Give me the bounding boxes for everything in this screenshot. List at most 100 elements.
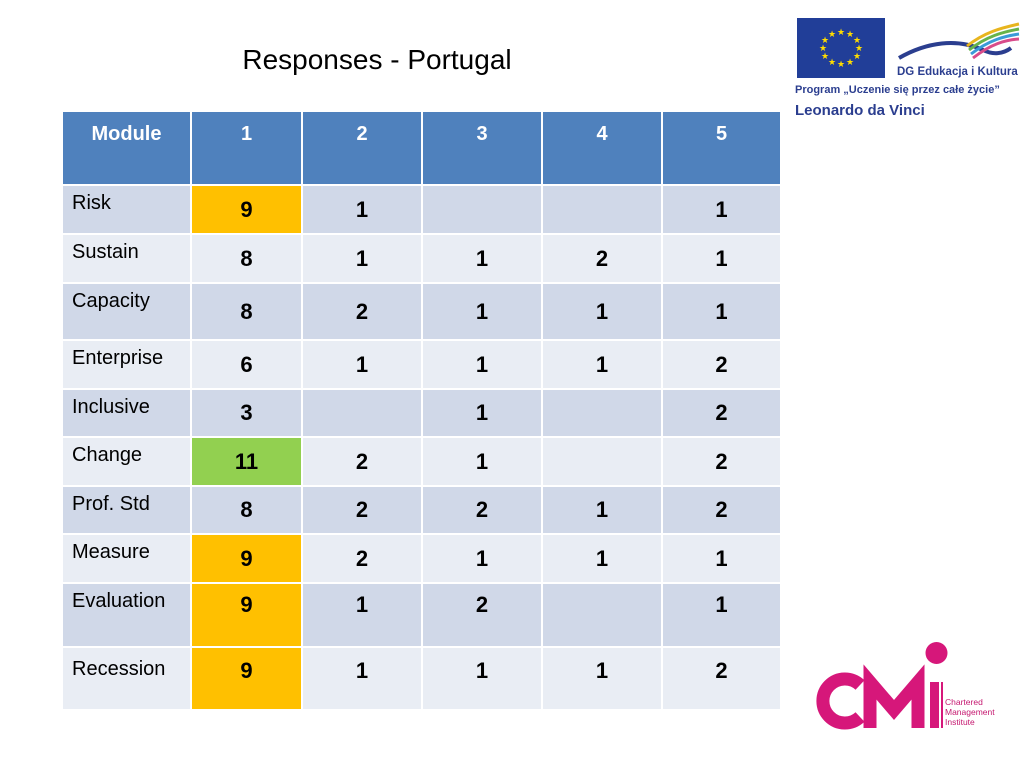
- value-cell: 1: [541, 339, 663, 390]
- value-cell: 2: [421, 485, 543, 535]
- value-cell: 3: [190, 388, 303, 438]
- value-cell: 9: [190, 582, 303, 648]
- svg-text:★: ★: [821, 36, 829, 46]
- cmi-subtitle-line: Chartered: [945, 697, 983, 707]
- value-cell: [541, 184, 663, 235]
- cmi-subtitle-line: Institute: [945, 717, 975, 727]
- value-cell: 2: [661, 339, 782, 390]
- value-cell: 2: [661, 436, 782, 487]
- table-row: Inclusive 3 1 2: [61, 388, 782, 438]
- slide-title: Responses - Portugal: [242, 44, 512, 75]
- svg-text:★: ★: [837, 28, 845, 38]
- svg-text:★: ★: [828, 58, 836, 68]
- value-cell: 1: [541, 533, 663, 584]
- value-cell: 1: [301, 582, 423, 648]
- value-cell: 8: [190, 282, 303, 341]
- header-col-5: 5: [661, 110, 782, 186]
- value-cell: 1: [301, 233, 423, 284]
- llp-swoosh-icon: [898, 22, 1020, 60]
- value-cell: 1: [661, 233, 782, 284]
- value-cell: 1: [421, 646, 543, 711]
- value-cell: 2: [421, 582, 543, 648]
- svg-text:★: ★: [846, 58, 854, 68]
- value-cell: [541, 582, 663, 648]
- responses-table: Module 1 2 3 4 5 Risk 9 1 1 Sustain 8 1 …: [61, 110, 782, 711]
- value-cell: 1: [661, 533, 782, 584]
- value-cell: 1: [661, 282, 782, 341]
- value-cell: [541, 436, 663, 487]
- eu-flag-icon: ★ ★ ★ ★ ★ ★ ★ ★ ★ ★ ★ ★: [797, 18, 885, 78]
- svg-text:★: ★: [821, 52, 829, 62]
- value-cell: 2: [661, 646, 782, 711]
- module-name: Enterprise: [61, 339, 192, 390]
- value-cell: 2: [301, 282, 423, 341]
- svg-text:★: ★: [846, 30, 854, 40]
- leonardo-text: Leonardo da Vinci: [795, 102, 925, 119]
- module-name: Capacity: [61, 282, 192, 341]
- value-cell: 11: [190, 436, 303, 487]
- value-cell: [541, 388, 663, 438]
- cmi-subtitle: Chartered Management Institute: [945, 697, 995, 727]
- table-row: Evaluation 9 1 2 1: [61, 582, 782, 648]
- table-row: Measure 9 2 1 1 1: [61, 533, 782, 584]
- value-cell: 2: [661, 388, 782, 438]
- value-cell: 2: [301, 485, 423, 535]
- value-cell: 1: [541, 282, 663, 341]
- svg-text:★: ★: [819, 44, 827, 54]
- value-cell: 1: [661, 184, 782, 235]
- value-cell: 1: [541, 485, 663, 535]
- eu-leonardo-logo: ★ ★ ★ ★ ★ ★ ★ ★ ★ ★ ★ ★ DG Edukacja i Ku…: [795, 16, 1024, 126]
- header-col-1: 1: [190, 110, 303, 186]
- value-cell: 8: [190, 233, 303, 284]
- svg-text:★: ★: [855, 44, 863, 54]
- cmi-subtitle-line: Management: [945, 707, 995, 717]
- module-name: Recession: [61, 646, 192, 711]
- value-cell: 2: [661, 485, 782, 535]
- dg-education-text: DG Edukacja i Kultura: [897, 66, 1018, 78]
- value-cell: 2: [541, 233, 663, 284]
- module-name: Prof. Std: [61, 485, 192, 535]
- table-header-row: Module 1 2 3 4 5: [61, 110, 782, 186]
- value-cell: 9: [190, 184, 303, 235]
- value-cell: 2: [301, 533, 423, 584]
- cmi-logo: [816, 642, 948, 730]
- value-cell: 6: [190, 339, 303, 390]
- table-row: Enterprise 6 1 1 1 2: [61, 339, 782, 390]
- svg-text:★: ★: [853, 36, 861, 46]
- value-cell: 1: [661, 582, 782, 648]
- value-cell: 1: [421, 233, 543, 284]
- table-row: Recession 9 1 1 1 2: [61, 646, 782, 711]
- table-row: Prof. Std 8 2 2 1 2: [61, 485, 782, 535]
- svg-text:★: ★: [828, 30, 836, 40]
- value-cell: 9: [190, 533, 303, 584]
- value-cell: 1: [301, 646, 423, 711]
- value-cell: 1: [421, 533, 543, 584]
- value-cell: 9: [190, 646, 303, 711]
- value-cell: 1: [301, 184, 423, 235]
- table-row: Sustain 8 1 1 2 1: [61, 233, 782, 284]
- value-cell: [301, 388, 423, 438]
- svg-text:★: ★: [853, 52, 861, 62]
- module-name: Risk: [61, 184, 192, 235]
- module-name: Evaluation: [61, 582, 192, 648]
- value-cell: 1: [421, 282, 543, 341]
- table-row: Capacity 8 2 1 1 1: [61, 282, 782, 341]
- program-text: Program „Uczenie się przez całe życie”: [795, 84, 1000, 96]
- header-col-4: 4: [541, 110, 663, 186]
- table-row: Change 11 2 1 2: [61, 436, 782, 487]
- value-cell: 1: [541, 646, 663, 711]
- value-cell: 1: [301, 339, 423, 390]
- header-col-3: 3: [421, 110, 543, 186]
- value-cell: 1: [421, 436, 543, 487]
- value-cell: 2: [301, 436, 423, 487]
- module-name: Measure: [61, 533, 192, 584]
- header-col-2: 2: [301, 110, 423, 186]
- value-cell: 1: [421, 388, 543, 438]
- module-name: Inclusive: [61, 388, 192, 438]
- value-cell: [421, 184, 543, 235]
- module-name: Change: [61, 436, 192, 487]
- table-row: Risk 9 1 1: [61, 184, 782, 235]
- header-module: Module: [61, 110, 192, 186]
- value-cell: 1: [421, 339, 543, 390]
- svg-text:★: ★: [837, 60, 845, 70]
